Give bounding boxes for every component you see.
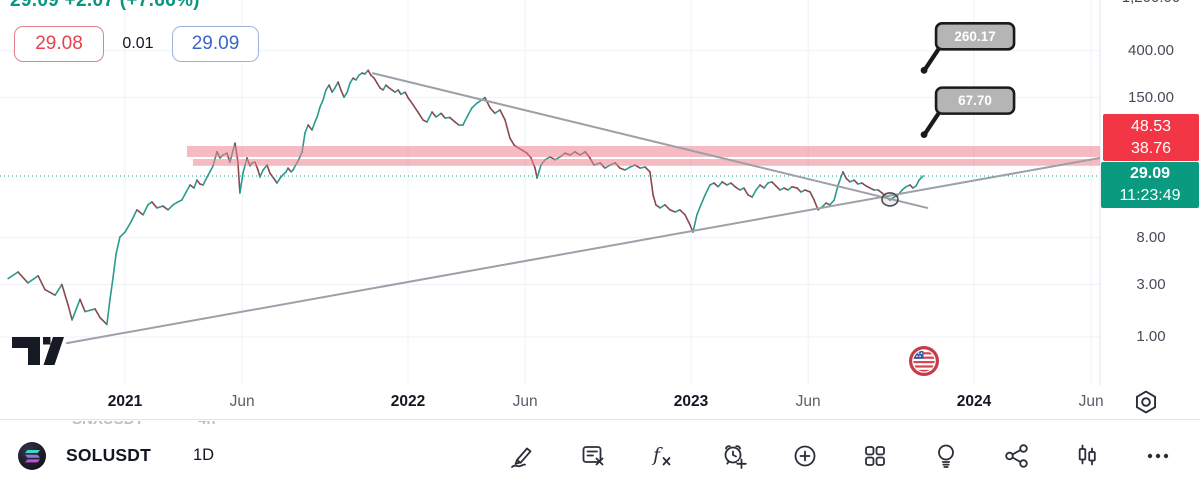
axis-settings-gear-icon[interactable] [1129,386,1163,418]
solana-logo [18,442,46,470]
zone-price-top: 48.53 [1130,117,1172,135]
x-axis-label: Jun [512,393,538,410]
draw-tool-button[interactable] [506,440,538,472]
resistance-zones[interactable] [186,145,1101,166]
grid-squares-icon [865,446,886,466]
us-flag-icon[interactable] [909,346,939,376]
time-axis[interactable]: 2021 Jun 2022 Jun 2023 Jun 2024 Jun [0,385,1103,419]
ask-button[interactable]: 29.09 [172,26,259,62]
x-axis-label: Jun [1078,393,1103,410]
remove-drawings-icon [582,446,604,466]
x-axis-label: 2022 [390,393,426,410]
bottom-toolbar: SNXUSDT 4h SOLUSDT 1D [0,419,1200,479]
x-axis-label: Jun [795,393,821,410]
zone-price-badge: 48.53 38.76 [1103,114,1199,161]
x-axis-label: 2023 [673,393,709,410]
bar-countdown: 11:23:49 [1119,187,1181,204]
y-axis-label: 150.00 [1128,88,1174,106]
marker-pencil-icon [511,447,532,468]
price-chart[interactable]: 260.17 67.70 [0,0,1200,419]
quote-change-line: 29.09 +2.07 (+7.66%) [10,0,200,11]
last-price: 29.09 [1129,165,1171,182]
alert-button[interactable] [718,440,750,472]
bid-button[interactable]: 29.08 [14,26,104,62]
y-axis-label: 8.00 [1136,228,1166,246]
interval-button[interactable]: 1D [193,446,215,464]
price-axis[interactable]: 48.53 38.76 29.09 11:23:49 1,200.00 400.0… [1100,0,1200,419]
ghost-symbol-label: SNXUSDT [72,421,144,428]
y-axis-label: 400.00 [1128,41,1174,59]
remove-drawings-button[interactable] [577,440,609,472]
lightbulb-icon [938,444,954,468]
trendlines[interactable] [65,72,1107,345]
ghost-interval-label: 4h [198,421,216,428]
y-axis-label: 1.00 [1136,328,1166,345]
alarm-plus-icon [724,445,747,469]
share-button[interactable] [1001,440,1033,472]
price-note[interactable]: 67.70 [920,86,1016,139]
tradingview-logo[interactable] [12,337,64,365]
svg-text:67.70: 67.70 [958,93,992,108]
layouts-button[interactable] [859,440,891,472]
svg-text:f: f [651,444,663,466]
ellipsis-icon [1147,453,1169,459]
candles-icon [1079,444,1096,466]
svg-text:260.17: 260.17 [954,29,995,44]
price-notes[interactable]: 260.17 67.70 [920,22,1016,139]
ideas-button[interactable] [930,440,962,472]
toolbar-icons: f [506,439,1174,473]
previous-symbol-row: SNXUSDT 4h [0,421,420,430]
ellipse-marker[interactable] [881,192,899,207]
x-axis-label: 2024 [956,393,992,410]
zone-price-bottom: 38.76 [1130,139,1172,157]
x-axis-label: 2021 [107,393,143,410]
chart-type-button[interactable] [1071,440,1103,472]
symbol-button[interactable]: SOLUSDT [66,445,152,465]
plus-circle-icon [794,445,816,467]
fx-icon: f [651,444,671,466]
y-axis-label: 3.00 [1136,275,1166,293]
add-button[interactable] [789,440,821,472]
more-button[interactable] [1142,440,1174,472]
price-note[interactable]: 260.17 [920,22,1016,74]
x-axis-label: Jun [229,393,255,410]
spread-label: 0.01 [122,35,154,52]
last-price-badge: 29.09 11:23:49 [1101,162,1199,208]
y-axis-label: 1,200.00 [1101,0,1200,7]
share-icon [1004,444,1028,468]
indicators-button[interactable]: f [647,440,679,472]
price-series [7,69,924,326]
